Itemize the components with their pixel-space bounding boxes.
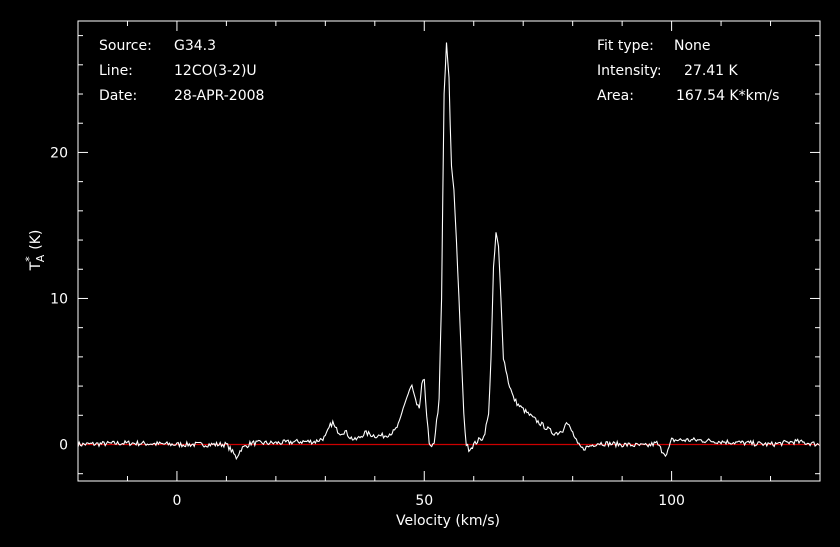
y-axis-label-unit: (K) [28,230,44,250]
x-tick-label: 100 [658,493,685,509]
y-tick-label: 10 [50,291,68,307]
line-label: Line: [99,63,133,79]
y-axis-label-sup: * [23,256,36,262]
area-label: Area: [597,88,634,104]
fit-type-label: Fit type: [597,38,654,54]
svg-text:T*A(K): T*A (K) [23,230,47,272]
source-label: Source: [99,38,152,54]
y-tick-label: 0 [59,437,68,453]
fit-type-value: None [674,38,711,54]
date-value: 28-APR-2008 [174,88,264,104]
axis-ticks: 0 50 100 0 10 20 [50,21,821,509]
series-group [77,42,821,461]
x-tick-label: 50 [415,493,433,509]
source-value: G34.3 [174,38,216,54]
plot-frame [77,20,821,482]
intensity-value: 27.41 K [684,63,739,79]
y-tick-label: 20 [50,145,68,161]
x-tick-label: 0 [172,493,181,509]
x-axis-label: Velocity (km/s) [396,513,500,529]
y-axis-label-main: T [28,261,44,271]
spectrum-line [77,42,821,461]
date-label: Date: [99,88,137,104]
plot-border [77,20,821,482]
y-axis-label: T*A (K) [23,230,47,272]
area-value: 167.54 K*km/s [676,88,779,104]
line-value: 12CO(3-2)U [174,63,257,79]
y-axis-label-sub: A [34,254,47,262]
intensity-label: Intensity: [597,63,662,79]
